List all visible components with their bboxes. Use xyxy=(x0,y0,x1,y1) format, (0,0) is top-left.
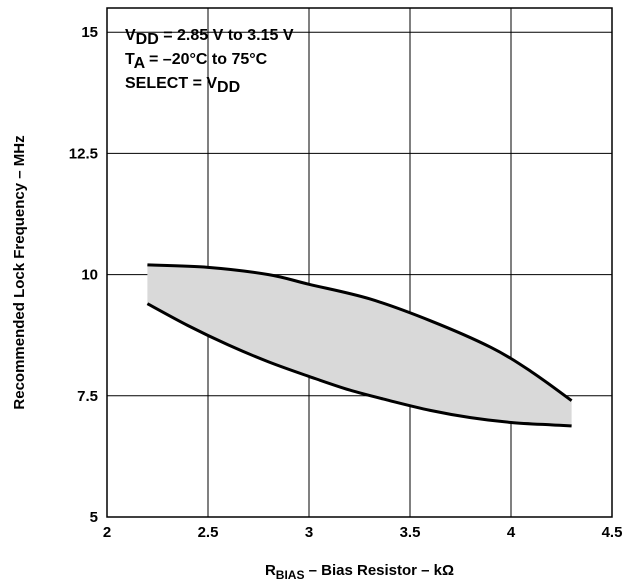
annotation-line: SELECT = VDD xyxy=(125,75,240,96)
lower-limit-curve xyxy=(146,302,572,428)
annotation-subscript: DD xyxy=(217,79,240,96)
conditions-annotation: VDD = 2.85 V to 3.15 VTA = –20°C to 75°C… xyxy=(125,27,294,96)
x-tick-label: 2 xyxy=(103,524,111,541)
x-axis-label-main: R xyxy=(265,562,276,579)
y-tick-label: 12.5 xyxy=(69,145,98,162)
x-tick-labels: 2 2.5 3 3.5 4 4.5 xyxy=(103,524,623,541)
annotation-subscript: DD xyxy=(136,31,159,48)
x-tick-label: 3 xyxy=(305,524,313,541)
annotation-line: TA = –20°C to 75°C xyxy=(125,51,268,72)
upper-limit-curve xyxy=(147,263,573,402)
x-tick-label: 4.5 xyxy=(602,524,623,541)
plot-frame xyxy=(106,7,613,518)
x-tick-label: 3.5 xyxy=(400,524,421,541)
y-tick-labels: 5 7.5 10 12.5 15 xyxy=(69,24,98,526)
y-axis-label: Recommended Lock Frequency – MHz xyxy=(11,135,28,409)
y-tick-label: 10 xyxy=(81,267,98,284)
annotation-text: SELECT = V xyxy=(125,75,217,92)
x-axis-label-rest: – Bias Resistor – kΩ xyxy=(304,562,454,579)
x-axis-label-sub: BIAS xyxy=(276,568,305,582)
y-tick-label: 5 xyxy=(90,509,98,526)
y-tick-label: 15 xyxy=(81,24,98,41)
annotation-subscript: A xyxy=(134,55,146,72)
x-tick-label: 2.5 xyxy=(198,524,219,541)
annotation-text: = –20°C to 75°C xyxy=(145,51,268,68)
x-tick-label: 4 xyxy=(507,524,516,541)
y-tick-label: 7.5 xyxy=(77,388,98,405)
x-axis-label: RBIAS – Bias Resistor – kΩ xyxy=(265,562,454,582)
annotation-line: VDD = 2.85 V to 3.15 V xyxy=(125,27,294,48)
annotation-text: = 2.85 V to 3.15 V xyxy=(159,27,294,44)
annotation-text: T xyxy=(125,51,135,68)
frequency-band-area xyxy=(147,264,572,426)
annotation-text: V xyxy=(125,27,136,44)
